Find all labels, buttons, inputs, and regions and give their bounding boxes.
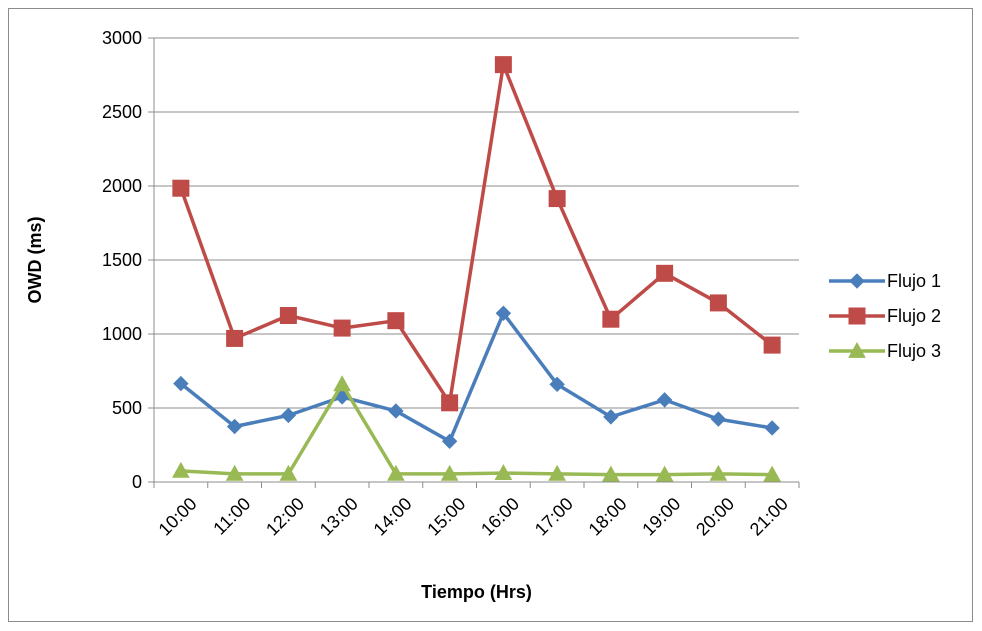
x-tick-label: 11:00: [209, 494, 254, 539]
data-point-flujo-2: [763, 336, 781, 354]
data-point-flujo-3: [709, 464, 728, 481]
data-point-flujo-2: [709, 294, 727, 312]
y-tick-label: 2000: [102, 176, 142, 196]
x-tick-label: 20:00: [692, 494, 738, 540]
x-axis-title: Tiempo (Hrs): [421, 582, 532, 602]
data-point-flujo-3: [279, 464, 298, 481]
data-point-flujo-1: [441, 433, 458, 450]
x-tick-label: 17:00: [531, 494, 577, 540]
data-point-flujo-3: [548, 464, 566, 481]
data-point-flujo-2: [602, 310, 620, 328]
data-point-flujo-3: [494, 464, 513, 481]
x-tick-label: 12:00: [262, 494, 308, 540]
x-tick-label: 16:00: [477, 494, 523, 540]
data-point-flujo-3: [655, 465, 674, 482]
data-point-flujo-3: [440, 464, 459, 481]
y-tick-label: 2500: [102, 102, 142, 122]
legend-item-flujo-3: Flujo 3: [829, 341, 941, 361]
data-point-flujo-1: [388, 403, 404, 419]
legend-label: Flujo 3: [887, 341, 941, 361]
data-point-flujo-2: [172, 179, 190, 197]
legend-label: Flujo 2: [887, 306, 941, 326]
data-point-flujo-2: [494, 56, 512, 74]
data-point-flujo-1: [280, 407, 297, 424]
data-point-flujo-1: [710, 411, 727, 427]
data-point-flujo-1: [603, 409, 619, 425]
data-point-flujo-2: [226, 329, 244, 347]
x-tick-label: 21:00: [746, 494, 792, 540]
data-point-flujo-1: [656, 392, 673, 408]
data-point-flujo-3: [387, 464, 405, 481]
series-lines: [172, 56, 781, 482]
x-tick-label: 19:00: [638, 494, 684, 540]
x-tick-label: 10:00: [155, 494, 201, 540]
series-flujo-2: [172, 56, 781, 412]
y-tick-label: 500: [112, 398, 142, 418]
x-tick-label: 14:00: [370, 494, 416, 540]
chart-frame: 0 500 1000 1500 2000 2500 3000 10:00 11:00 12:00 1…: [8, 8, 973, 622]
legend-label: Flujo 1: [887, 271, 941, 291]
data-point-flujo-2: [387, 312, 405, 330]
series-flujo-3: [172, 375, 781, 482]
axes: [148, 37, 800, 488]
legend-item-flujo-2: Flujo 2: [829, 306, 941, 326]
y-axis-title: OWD (ms): [25, 217, 45, 304]
y-tick-label: 0: [132, 472, 142, 492]
data-point-flujo-2: [548, 190, 566, 208]
legend-swatch-marker: [848, 307, 866, 325]
legend-item-flujo-1: Flujo 1: [829, 271, 941, 291]
data-point-flujo-1: [173, 375, 189, 392]
y-tick-label: 1000: [102, 324, 142, 344]
data-point-flujo-3: [763, 465, 781, 482]
data-point-flujo-3: [333, 375, 351, 392]
x-tick-label: 18:00: [585, 494, 631, 540]
data-point-flujo-2: [441, 394, 459, 412]
data-point-flujo-3: [172, 461, 190, 478]
legend-swatch-marker: [848, 341, 866, 358]
legend-swatch-marker: [849, 273, 865, 289]
series-line-flujo-3: [179, 382, 774, 477]
data-point-flujo-2: [656, 264, 674, 282]
data-point-flujo-2: [333, 319, 351, 337]
y-tick-label: 1500: [102, 250, 142, 270]
series-line-flujo-1: [179, 311, 774, 444]
x-tick-label: 13:00: [316, 494, 362, 540]
data-point-flujo-2: [279, 307, 297, 324]
data-point-flujo-1: [226, 418, 243, 435]
data-point-flujo-1: [549, 376, 565, 393]
series-flujo-1: [173, 305, 780, 450]
data-point-flujo-3: [602, 465, 620, 482]
data-point-flujo-1: [764, 420, 780, 436]
y-tick-label: 3000: [102, 28, 142, 48]
data-point-flujo-1: [495, 305, 512, 321]
data-point-flujo-3: [225, 464, 244, 481]
x-tick-label: 15:00: [423, 494, 469, 540]
legend: Flujo 1 Flujo 2 Flujo 3: [829, 271, 941, 361]
series-line-flujo-2: [179, 62, 774, 405]
